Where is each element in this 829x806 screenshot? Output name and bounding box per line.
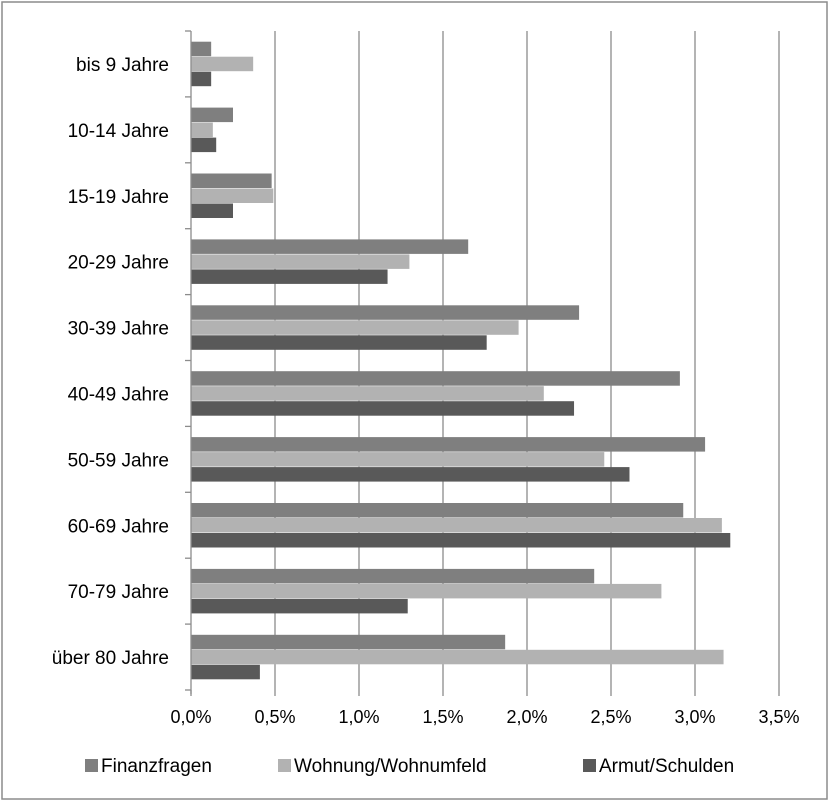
x-tick-label: 1,5% (422, 707, 463, 727)
legend-label-finanzfragen: Finanzfragen (101, 756, 212, 777)
bar-armut-schulden-50-59-jahre (191, 467, 630, 482)
bar-finanzfragen-50-59-jahre (191, 437, 706, 452)
bar-wohnung-wohnumfeld-ber-80-jahre (191, 649, 724, 665)
x-tick-label: 0,0% (170, 707, 211, 727)
x-tick-label: 0,5% (254, 707, 295, 727)
y-tick-label-10-14-jahre: 10-14 Jahre (68, 121, 169, 142)
bar-wohnung-wohnumfeld-50-59-jahre (191, 452, 605, 467)
y-tick-label-50-59-jahre: 50-59 Jahre (68, 450, 169, 471)
bar-wohnung-wohnumfeld-10-14-jahre (191, 122, 213, 138)
x-tick-label: 1,0% (338, 707, 379, 727)
y-tick-label-30-39-jahre: 30-39 Jahre (68, 319, 169, 340)
bar-finanzfragen-40-49-jahre (191, 371, 680, 386)
axes: bis 9 Jahre 10-14 Jahre 15-19 Jahre 20-29 J… (52, 30, 800, 727)
bar-armut-schulden-70-79-jahre (191, 598, 408, 614)
bar-finanzfragen-70-79-jahre (191, 568, 595, 584)
bar-wohnung-wohnumfeld-20-29-jahre (191, 254, 410, 269)
y-tick-label-60-69-jahre: 60-69 Jahre (68, 516, 169, 537)
bar-wohnung-wohnumfeld-30-39-jahre (191, 320, 519, 335)
bar-armut-schulden-ber-80-jahre (191, 664, 260, 680)
y-tick-label-bis-9-jahre: bis 9 Jahre (76, 55, 169, 76)
bar-finanzfragen-30-39-jahre (191, 305, 580, 320)
bar-armut-schulden-15-19-jahre (191, 203, 233, 218)
y-tick-label-40-49-jahre: 40-49 Jahre (68, 384, 169, 405)
x-tick-label: 3,5% (758, 707, 799, 727)
legend-swatch-finanzfragen (85, 759, 98, 772)
legend: Finanzfragen Wohnung/Wohnumfeld Armut/Schu… (85, 756, 734, 777)
bar-armut-schulden-30-39-jahre (191, 335, 487, 350)
y-tick-label-15-19-jahre: 15-19 Jahre (68, 187, 169, 208)
bars (191, 41, 731, 680)
bar-armut-schulden-10-14-jahre (191, 137, 217, 153)
bar-wohnung-wohnumfeld-bis-9-jahre (191, 56, 254, 72)
x-tick-label: 2,5% (590, 707, 631, 727)
y-tick-label-70-79-jahre: 70-79 Jahre (68, 582, 169, 603)
bar-armut-schulden-bis-9-jahre (191, 71, 212, 87)
bar-armut-schulden-20-29-jahre (191, 269, 388, 284)
legend-swatch-wohnung-wohnumfeld (278, 759, 291, 772)
bar-finanzfragen-20-29-jahre (191, 239, 469, 254)
x-tick-label: 2,0% (506, 707, 547, 727)
bar-wohnung-wohnumfeld-15-19-jahre (191, 188, 274, 203)
y-tick-label-20-29-jahre: 20-29 Jahre (68, 253, 169, 274)
bar-finanzfragen-ber-80-jahre (191, 634, 506, 650)
bar-wohnung-wohnumfeld-40-49-jahre (191, 386, 544, 401)
bar-finanzfragen-60-69-jahre (191, 503, 684, 518)
legend-swatch-armut-schulden (583, 759, 596, 772)
legend-label-wohnung-wohnumfeld: Wohnung/Wohnumfeld (294, 756, 487, 777)
bar-wohnung-wohnumfeld-60-69-jahre (191, 518, 722, 533)
bar-armut-schulden-60-69-jahre (191, 533, 731, 548)
bar-finanzfragen-10-14-jahre (191, 107, 233, 123)
y-tick-label-ber-80-jahre: über 80 Jahre (52, 648, 169, 669)
x-tick-label: 3,0% (674, 707, 715, 727)
bar-armut-schulden-40-49-jahre (191, 401, 575, 416)
bar-wohnung-wohnumfeld-70-79-jahre (191, 583, 662, 599)
bar-finanzfragen-bis-9-jahre (191, 41, 212, 57)
bar-finanzfragen-15-19-jahre (191, 173, 272, 188)
legend-label-armut-schulden: Armut/Schulden (599, 756, 734, 777)
